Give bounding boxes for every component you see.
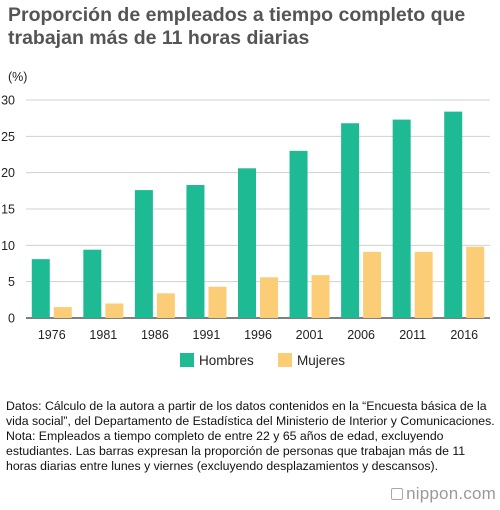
bar-mujeres-2001 [311, 275, 330, 318]
bar-hombres-1991 [186, 185, 205, 318]
x-tick-label: 2006 [347, 328, 375, 342]
explanatory-note: Nota: Empleados a tiempo completo de ent… [6, 429, 466, 473]
x-tick-label: 2016 [450, 328, 478, 342]
bar-hombres-1976 [31, 259, 50, 318]
bar-hombres-1986 [134, 190, 153, 318]
brand-text: nippon.com [406, 484, 496, 503]
y-tick-label: 30 [1, 94, 15, 108]
x-tick-label: 2011 [399, 328, 426, 342]
chart-title: Proporción de empleados a tiempo complet… [8, 4, 466, 49]
bar-chart: (%) 0 5 10 15 20 25 30 1976 1981 1986 1991 1996 2001 2… [1, 70, 490, 368]
bar-hombres-1981 [83, 249, 102, 318]
x-tick-label: 1981 [89, 328, 117, 342]
x-tick-label: 1991 [193, 328, 221, 342]
bar-hombres-1996 [238, 168, 256, 318]
bar-hombres-2001 [289, 150, 308, 318]
x-tick-label: 1976 [38, 328, 66, 342]
nippon-logo-icon [391, 488, 404, 500]
y-tick-label: 10 [1, 239, 15, 253]
y-tick-label: 5 [8, 275, 15, 289]
x-tick-label: 1996 [244, 328, 272, 342]
legend-label-hombres: Hombres [199, 353, 254, 368]
legend-swatch-mujeres [278, 353, 292, 367]
bar-mujeres-2016 [466, 246, 485, 318]
y-tick-label: 25 [1, 130, 15, 144]
bar-hombres-2016 [444, 111, 463, 318]
source-note: Datos: Cálculo de la autora a partir de … [6, 399, 495, 428]
bar-mujeres-1986 [156, 293, 175, 318]
bar-mujeres-1981 [105, 303, 124, 318]
legend-swatch-hombres [180, 353, 194, 367]
y-axis-unit-label: (%) [8, 70, 27, 84]
legend-label-mujeres: Mujeres [297, 353, 345, 368]
x-tick-label: 2001 [296, 328, 324, 342]
bar-mujeres-1991 [208, 286, 227, 318]
y-tick-label: 20 [1, 166, 15, 180]
x-tick-label: 1986 [141, 328, 169, 342]
bar-mujeres-2006 [363, 251, 382, 318]
bar-mujeres-1996 [260, 277, 278, 318]
brand-logo: nippon.com [391, 484, 496, 504]
bar-hombres-2006 [341, 123, 360, 319]
y-tick-label: 0 [8, 312, 15, 326]
bar-mujeres-1976 [53, 307, 72, 318]
bar-hombres-2011 [392, 119, 411, 318]
bar-mujeres-2011 [414, 251, 433, 318]
y-tick-label: 15 [1, 203, 15, 217]
footnotes: Datos: Cálculo de la autora a partir de … [6, 399, 498, 474]
